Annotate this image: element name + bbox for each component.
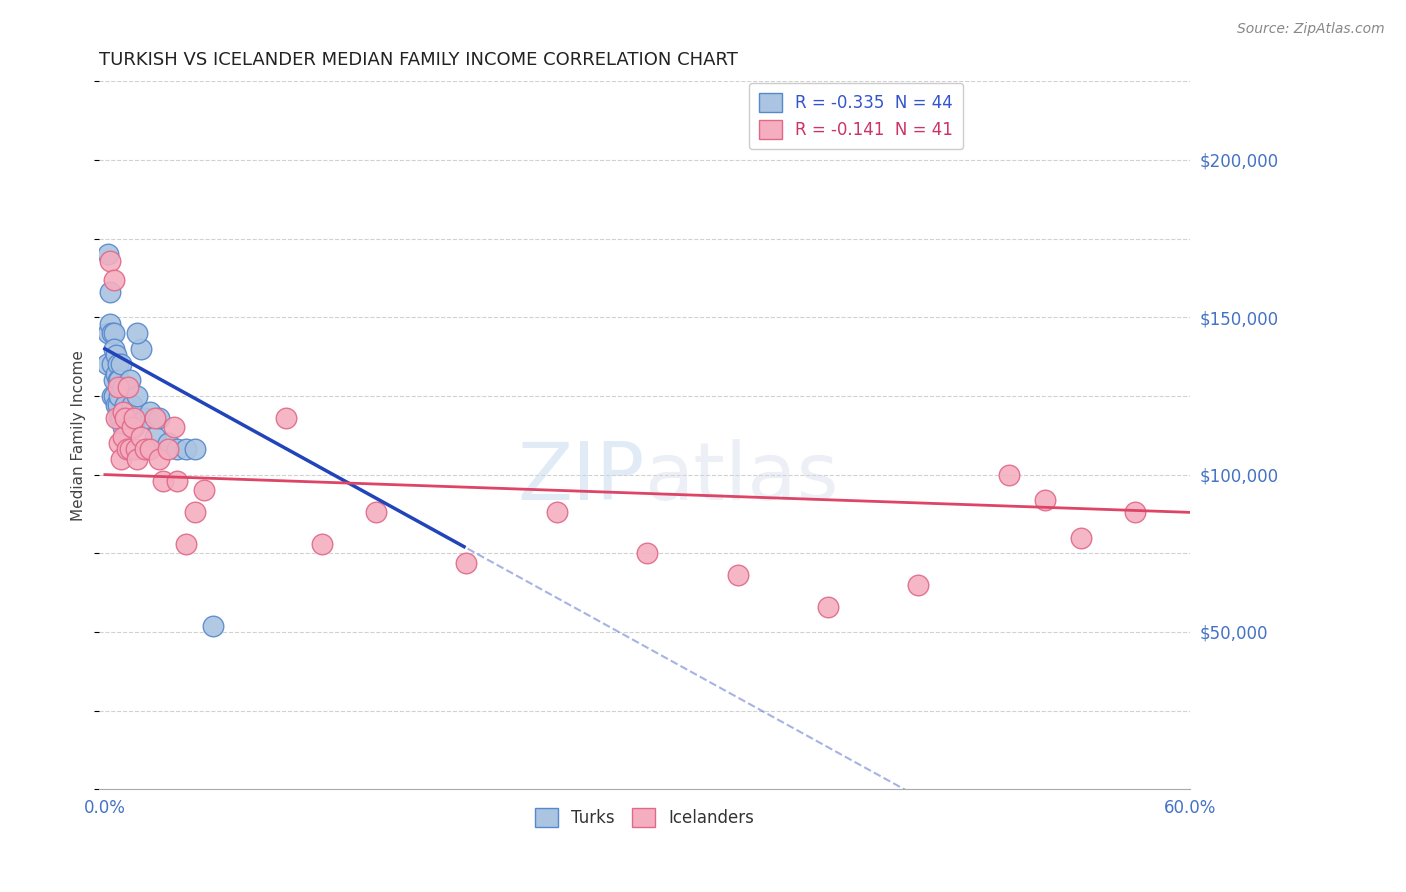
Point [120, 373, 142, 387]
Point [111, 430, 134, 444]
Point [202, 618, 225, 632]
Point [129, 430, 152, 444]
Point [98, 253, 121, 268]
Point [145, 430, 167, 444]
Point [124, 442, 146, 457]
Point [104, 398, 127, 412]
Point [166, 474, 188, 488]
Point [115, 411, 138, 425]
Point [127, 451, 149, 466]
Point [104, 411, 127, 425]
Point [114, 398, 136, 412]
Point [114, 411, 136, 425]
Point [97, 247, 120, 261]
Point [96, 358, 118, 372]
Point [103, 373, 125, 387]
Point [122, 420, 145, 434]
Point [546, 505, 568, 519]
Point [103, 272, 125, 286]
Point [162, 420, 184, 434]
Point [110, 411, 132, 425]
Point [101, 358, 124, 372]
Point [456, 556, 478, 570]
Point [108, 389, 131, 403]
Point [101, 389, 124, 403]
Point [127, 326, 149, 340]
Point [174, 537, 197, 551]
Point [636, 546, 658, 560]
Point [103, 326, 125, 340]
Point [184, 505, 207, 519]
Point [120, 442, 142, 457]
Point [148, 451, 170, 466]
Point [1070, 531, 1092, 545]
Point [148, 411, 170, 425]
Text: ZIP: ZIP [517, 439, 644, 516]
Point [139, 405, 162, 419]
Point [121, 420, 143, 434]
Y-axis label: Median Family Income: Median Family Income [72, 350, 86, 521]
Point [121, 398, 143, 412]
Point [108, 373, 131, 387]
Point [157, 436, 180, 450]
Point [110, 358, 132, 372]
Point [111, 379, 134, 393]
Point [134, 411, 156, 425]
Point [907, 578, 929, 592]
Point [139, 442, 162, 457]
Point [145, 411, 167, 425]
Point [122, 411, 145, 425]
Point [103, 389, 125, 403]
Point [1125, 505, 1147, 519]
Point [117, 420, 139, 434]
Text: TURKISH VS ICELANDER MEDIAN FAMILY INCOME CORRELATION CHART: TURKISH VS ICELANDER MEDIAN FAMILY INCOM… [100, 51, 738, 69]
Point [110, 451, 132, 466]
Point [998, 467, 1021, 482]
Point [98, 285, 121, 300]
Point [107, 398, 129, 412]
Point [107, 379, 129, 393]
Point [129, 342, 152, 356]
Point [311, 537, 333, 551]
Point [127, 389, 149, 403]
Point [115, 442, 138, 457]
Point [117, 379, 139, 393]
Point [364, 505, 387, 519]
Point [174, 442, 197, 457]
Point [98, 317, 121, 331]
Point [108, 436, 131, 450]
Point [817, 599, 839, 614]
Point [104, 348, 127, 362]
Point [274, 411, 297, 425]
Point [104, 367, 127, 381]
Text: Source: ZipAtlas.com: Source: ZipAtlas.com [1237, 22, 1385, 37]
Point [134, 442, 156, 457]
Point [166, 442, 188, 457]
Point [727, 568, 749, 582]
Point [114, 430, 136, 444]
Point [152, 474, 174, 488]
Point [103, 342, 125, 356]
Point [111, 405, 134, 419]
Point [107, 373, 129, 387]
Point [97, 326, 120, 340]
Point [184, 442, 207, 457]
Point [108, 411, 131, 425]
Point [157, 442, 180, 457]
Legend: Turks, Icelanders: Turks, Icelanders [529, 801, 761, 834]
Point [111, 420, 134, 434]
Point [1033, 492, 1056, 507]
Point [193, 483, 215, 498]
Point [107, 358, 129, 372]
Text: atlas: atlas [644, 439, 839, 516]
Point [101, 326, 124, 340]
